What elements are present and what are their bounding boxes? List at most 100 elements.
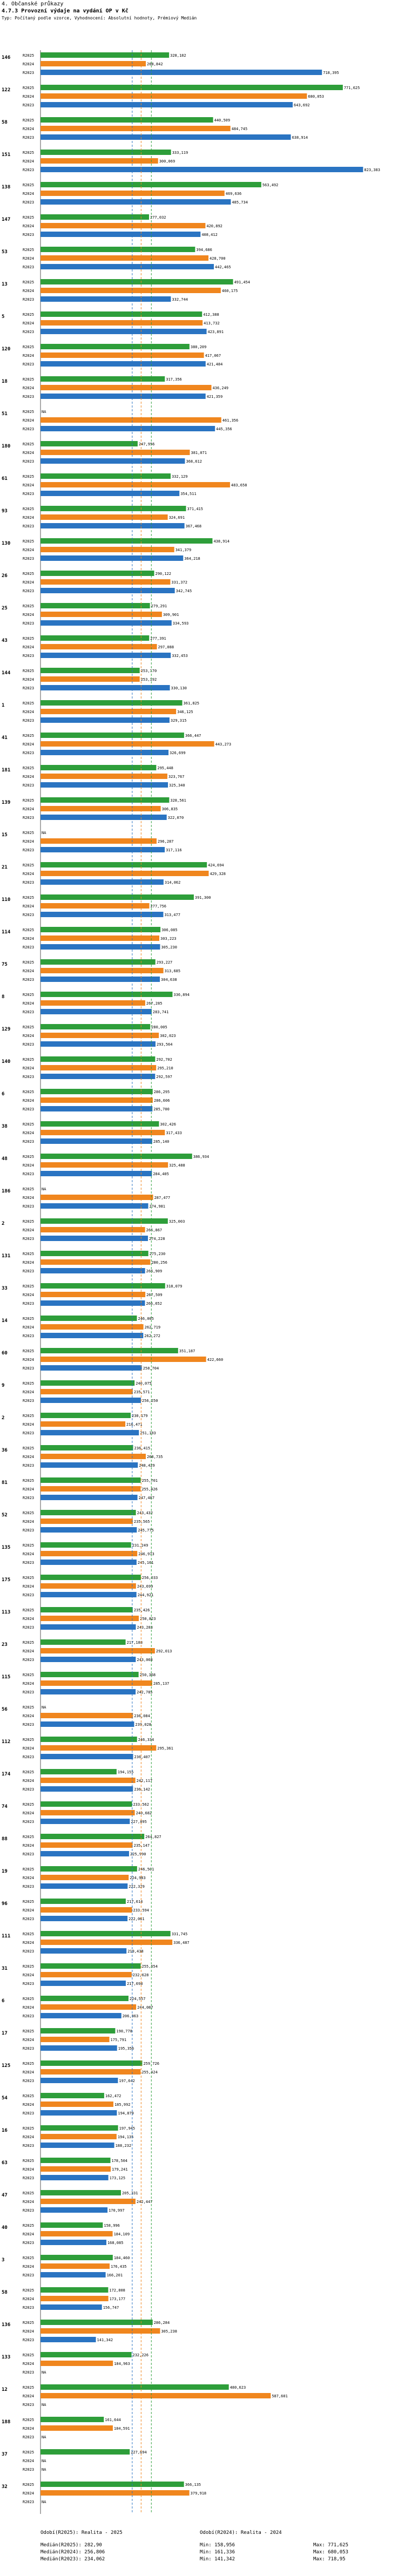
value-label: 267,509 bbox=[146, 1293, 163, 1297]
year-label: R2023 bbox=[23, 459, 34, 464]
value-label: 296,287 bbox=[158, 839, 174, 844]
group-label: 181 bbox=[2, 768, 10, 773]
year-label: R2023 bbox=[23, 945, 34, 950]
value-label: NA bbox=[42, 2370, 46, 2375]
year-label: R2025 bbox=[23, 1252, 34, 1256]
value-label: 379,918 bbox=[191, 2491, 207, 2496]
bar bbox=[40, 1398, 141, 1403]
bar bbox=[40, 1624, 136, 1630]
value-label: 225,990 bbox=[130, 1852, 146, 1856]
bar bbox=[40, 288, 221, 293]
year-label: R2024 bbox=[23, 807, 34, 811]
year-label: R2023 bbox=[23, 362, 34, 367]
year-label: R2024 bbox=[23, 1682, 34, 1686]
value-label: 243,283 bbox=[137, 1625, 153, 1630]
year-label: R2024 bbox=[23, 516, 34, 520]
year-label: R2023 bbox=[23, 1399, 34, 1403]
bar bbox=[40, 555, 184, 561]
bar bbox=[40, 685, 170, 690]
bar bbox=[40, 733, 184, 738]
year-label: R2023 bbox=[23, 751, 34, 755]
value-label: 484,745 bbox=[232, 127, 248, 131]
value-label: 240,075 bbox=[136, 1381, 152, 1386]
bar bbox=[40, 1454, 146, 1459]
bar bbox=[40, 1348, 178, 1353]
value-label: 179,241 bbox=[112, 2167, 128, 2172]
year-label: R2023 bbox=[23, 1723, 34, 1727]
value-label: 587,601 bbox=[272, 2394, 288, 2398]
value-label: 275,230 bbox=[150, 1252, 166, 1256]
bar bbox=[40, 441, 138, 446]
value-label: 429,328 bbox=[210, 872, 226, 876]
group-label: 38 bbox=[2, 1124, 8, 1129]
year-label: R2023 bbox=[23, 1107, 34, 1111]
group-label: 130 bbox=[2, 541, 10, 546]
bar bbox=[40, 620, 172, 626]
value-label: 563,492 bbox=[262, 183, 279, 187]
year-label: R2023 bbox=[23, 1625, 34, 1630]
value-label: 194,879 bbox=[118, 2111, 134, 2116]
year-label: R2023 bbox=[23, 2241, 34, 2245]
bar bbox=[40, 2045, 117, 2051]
value-label: 317,433 bbox=[166, 1131, 182, 1135]
value-label: NA bbox=[42, 410, 46, 414]
year-label: R2025 bbox=[23, 1219, 34, 1224]
bar bbox=[40, 279, 233, 284]
group-label: 131 bbox=[2, 1253, 10, 1259]
group-label: 56 bbox=[2, 1707, 8, 1712]
bar bbox=[40, 2304, 102, 2310]
group-label: 136 bbox=[2, 2322, 10, 2328]
year-label: R2024 bbox=[23, 289, 34, 293]
bar bbox=[40, 1130, 165, 1135]
group-label: 48 bbox=[2, 1156, 8, 1162]
value-label: 184,460 bbox=[114, 2256, 130, 2260]
bar bbox=[40, 1754, 133, 1759]
value-label: 219,438 bbox=[127, 1949, 144, 1954]
value-label: 285,140 bbox=[153, 1140, 170, 1144]
bar bbox=[40, 1583, 136, 1589]
bar bbox=[40, 1672, 139, 1677]
value-label: 325,340 bbox=[169, 783, 185, 788]
value-label: 331,745 bbox=[172, 1932, 188, 1936]
year-label: R2024 bbox=[23, 1843, 34, 1848]
year-label: R2024 bbox=[23, 2135, 34, 2139]
value-label: 317,116 bbox=[166, 848, 182, 852]
value-label: 184,963 bbox=[114, 2362, 130, 2366]
bar bbox=[40, 482, 230, 487]
bar bbox=[40, 1389, 133, 1394]
group-label: 151 bbox=[2, 152, 10, 158]
bar bbox=[40, 2337, 96, 2342]
value-label: 436,249 bbox=[213, 386, 229, 390]
year-label: R2024 bbox=[23, 1617, 34, 1621]
bar bbox=[40, 320, 203, 326]
year-label: R2023 bbox=[23, 2306, 34, 2310]
year-label: R2024 bbox=[23, 1455, 34, 1459]
value-label: 256,033 bbox=[142, 1576, 158, 1580]
year-label: R2024 bbox=[23, 2491, 34, 2496]
bar bbox=[40, 2028, 116, 2033]
bar bbox=[40, 1819, 130, 1824]
bar bbox=[40, 2207, 108, 2213]
value-label: 306,085 bbox=[161, 928, 178, 932]
group-label: 17 bbox=[2, 2031, 8, 2036]
value-label: 314,062 bbox=[165, 880, 181, 885]
bar bbox=[40, 450, 190, 455]
value-label: 413,732 bbox=[204, 321, 220, 326]
year-label: R2025 bbox=[23, 636, 34, 641]
group-label: 129 bbox=[2, 1027, 10, 1032]
bar bbox=[40, 977, 160, 982]
year-label: R2024 bbox=[23, 2426, 34, 2431]
year-label: R2024 bbox=[23, 2394, 34, 2398]
value-label: 324,691 bbox=[169, 516, 185, 520]
year-label: R2024 bbox=[23, 677, 34, 682]
group-label: 33 bbox=[2, 1286, 8, 1291]
year-label: R2023 bbox=[23, 686, 34, 690]
year-label: R2025 bbox=[23, 1964, 34, 1969]
year-label: R2023 bbox=[23, 1917, 34, 1921]
year-label: R2024 bbox=[23, 1390, 34, 1394]
year-label: R2024 bbox=[23, 2200, 34, 2204]
value-label: 333,119 bbox=[172, 151, 188, 155]
bar bbox=[40, 1000, 145, 1006]
legend-right-1: Odobí(R2024): Realita - 2024 bbox=[200, 2530, 282, 2536]
bar bbox=[40, 579, 171, 585]
